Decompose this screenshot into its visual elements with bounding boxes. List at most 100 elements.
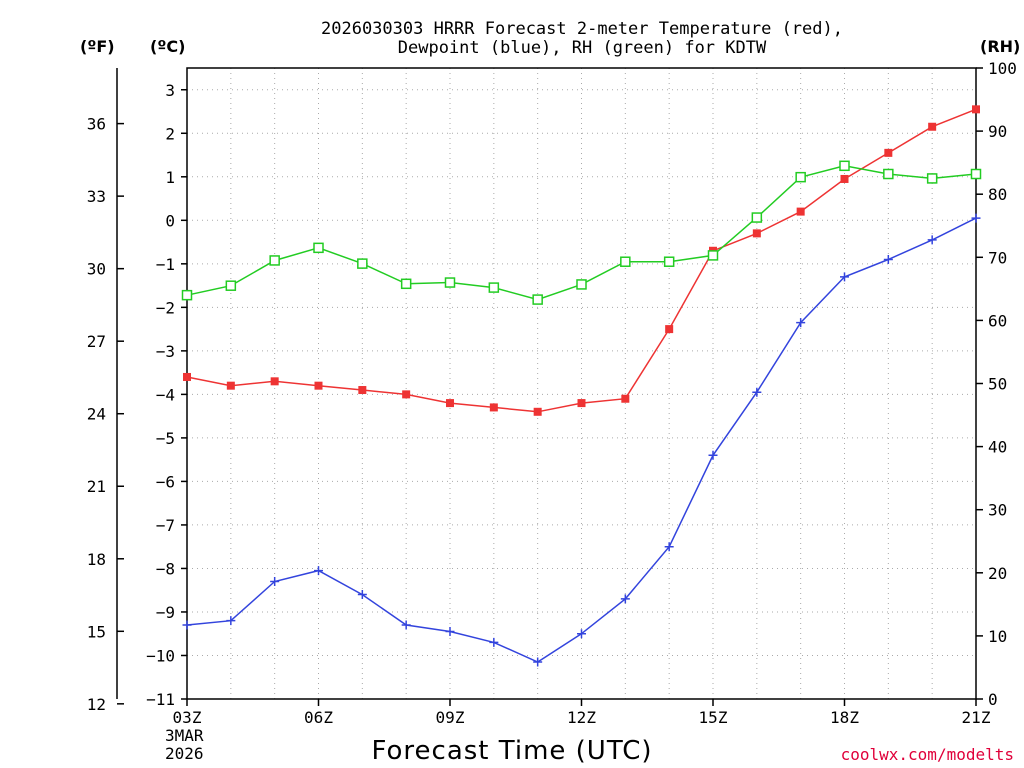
chart-title-line-2: Dewpoint (blue), RH (green) for KDTW [398, 38, 767, 58]
time-tick-label: 09Z [436, 708, 465, 727]
series-layer [181, 105, 982, 667]
dewpoint-point [226, 616, 236, 626]
temperature-point [446, 399, 454, 408]
celsius-axis-ticks: 3 2 1 0 −1 −2 −3 −4 −5 −6 −7 −8 −9 −10 −11 [146, 81, 187, 709]
celsius-tick-label: −2 [156, 298, 175, 317]
temperature-point [183, 372, 191, 381]
celsius-tick-label: −1 [156, 255, 175, 274]
temperature-point [621, 394, 630, 403]
x-axis-title: Forecast Time (UTC) [371, 736, 652, 766]
fahrenheit-tick-label: 27 [87, 332, 106, 351]
time-tick-label: 12Z [567, 708, 596, 727]
celsius-tick-label: −8 [156, 559, 175, 578]
rh-tick-label: 50 [988, 375, 1007, 394]
time-tick-label: 15Z [699, 708, 728, 727]
rh-point [795, 171, 806, 183]
rh-tick-label: 0 [988, 690, 998, 709]
rh-unit-label: (RH) [980, 37, 1020, 56]
rh-point [181, 289, 193, 301]
rh-tick-label: 70 [988, 248, 1007, 267]
rh-tick-label: 60 [988, 311, 1007, 330]
rh-point [576, 279, 587, 290]
rh-point [751, 212, 763, 223]
temperature-point [533, 407, 542, 416]
source-credit: coolwx.com/modelts [841, 745, 1014, 764]
celsius-tick-label: −11 [146, 690, 175, 709]
rh-point [839, 160, 850, 172]
fahrenheit-axis-ticks: 36 33 30 27 24 21 18 15 12 [87, 115, 124, 714]
dewpoint-point [182, 620, 192, 630]
dewpoint-point [708, 450, 718, 460]
dewpoint-point [927, 235, 937, 245]
rh-point [400, 278, 412, 290]
rh-point [269, 255, 280, 266]
dewpoint-point [752, 387, 762, 397]
temperature-line [186, 108, 977, 413]
rh-tick-label: 90 [988, 122, 1007, 141]
rh-point [620, 256, 631, 267]
date-label-day: 3MAR [165, 726, 204, 745]
rh-point [225, 280, 237, 291]
celsius-tick-label: −6 [156, 472, 175, 491]
fahrenheit-tick-label: 30 [87, 260, 106, 279]
celsius-tick-label: 1 [165, 168, 175, 187]
temperature-point [226, 381, 235, 390]
rh-point [926, 173, 938, 184]
celsius-tick-label: 3 [165, 81, 175, 100]
temperature-point [884, 148, 893, 157]
rh-point [663, 256, 675, 267]
temperature-point [840, 174, 849, 183]
date-label-year: 2026 [165, 744, 204, 763]
temperature-point [489, 403, 498, 412]
rh-tick-label: 20 [988, 564, 1007, 583]
celsius-tick-label: −4 [156, 385, 175, 404]
dewpoint-point [883, 254, 893, 264]
fahrenheit-tick-label: 33 [87, 187, 106, 206]
fahrenheit-tick-label: 12 [87, 695, 106, 714]
dewpoint-point [664, 542, 674, 552]
celsius-tick-label: −7 [156, 516, 175, 535]
temperature-point [358, 386, 367, 395]
dewpoint-point [796, 318, 806, 328]
temperature-point [972, 105, 980, 114]
dewpoint-point [270, 577, 280, 587]
temperature-point [577, 399, 586, 408]
rh-point [883, 168, 894, 180]
grid-lines [187, 68, 976, 700]
dewpoint-point [971, 213, 981, 223]
dewpoint-point [357, 590, 367, 600]
dewpoint-point [533, 657, 543, 667]
rh-point [357, 258, 368, 269]
time-tick-label: 03Z [173, 708, 202, 727]
rh-point [488, 282, 500, 293]
rh-point [970, 168, 982, 180]
dewpoint-point [314, 566, 323, 576]
rh-tick-label: 100 [988, 59, 1017, 78]
celsius-tick-label: 2 [165, 124, 175, 143]
celsius-tick-label: −9 [156, 603, 175, 622]
chart-title-line-1: 2026030303 HRRR Forecast 2-meter Tempera… [321, 19, 843, 39]
celsius-tick-label: 0 [165, 211, 175, 230]
rh-point [532, 294, 543, 305]
rh-tick-label: 80 [988, 185, 1007, 204]
time-tick-label: 21Z [962, 708, 991, 727]
temperature-point [314, 381, 323, 390]
dewpoint-point [445, 627, 455, 637]
celsius-tick-label: −3 [156, 342, 175, 361]
dewpoint-point [840, 272, 849, 282]
temperature-point [752, 229, 761, 238]
rh-tick-label: 40 [988, 438, 1007, 457]
temperature-point [796, 207, 805, 216]
time-tick-label: 06Z [304, 708, 333, 727]
rh-point [444, 277, 456, 288]
fahrenheit-tick-label: 21 [87, 477, 106, 496]
dewpoint-point [401, 620, 411, 630]
celsius-unit-label: (ºC) [150, 37, 185, 56]
dewpoint-point [489, 637, 499, 647]
time-tick-label: 18Z [830, 708, 859, 727]
celsius-tick-label: −5 [156, 429, 175, 448]
temperature-point [928, 122, 937, 131]
time-axis-ticks: 03Z 06Z 09Z 12Z 15Z 18Z 21Z [173, 699, 991, 727]
